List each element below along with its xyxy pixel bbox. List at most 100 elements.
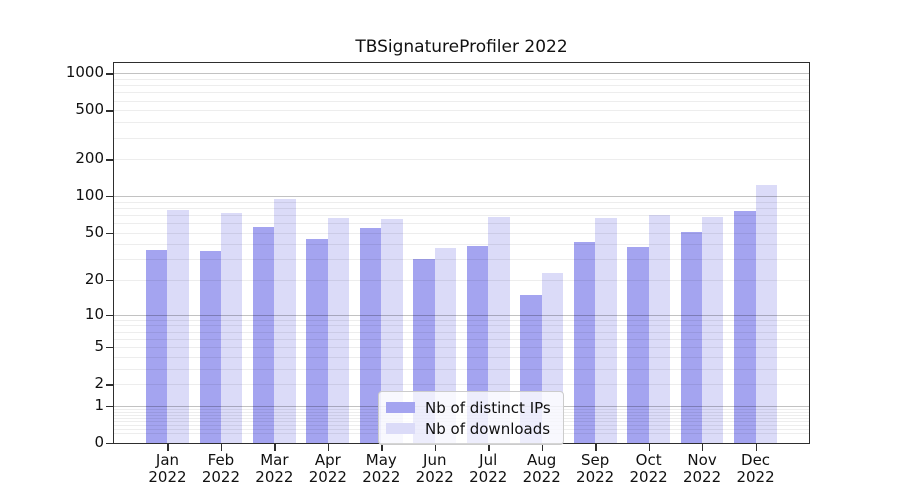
bar-nb-of-downloads-mar: [274, 198, 296, 443]
minor-gridline: [114, 78, 809, 80]
x-tick-label-apr: Apr 2022: [308, 451, 347, 486]
x-tick: [220, 444, 223, 451]
x-tick-year: 2022: [362, 467, 401, 486]
bar-nb-of-distinct-ips-oct: [627, 246, 649, 443]
major-gridline: [114, 73, 809, 75]
y-tick-label: 500: [75, 100, 104, 119]
y-tick: [106, 384, 113, 386]
legend-swatch-nb-of-downloads: [386, 423, 415, 434]
y-tick: [106, 73, 113, 75]
x-tick-year: 2022: [629, 467, 668, 486]
y-tick-label: 5: [94, 337, 104, 356]
x-tick-label-aug: Aug 2022: [522, 451, 561, 486]
minor-gridline: [114, 85, 809, 87]
y-tick: [106, 314, 113, 317]
bar-nb-of-distinct-ips-nov: [680, 231, 703, 443]
legend-label-nb-of-distinct-ips: Nb of distinct IPs: [425, 398, 551, 417]
x-tick: [327, 444, 330, 451]
x-tick: [434, 444, 437, 451]
y-tick: [106, 443, 113, 445]
y-tick-label: 20: [84, 270, 104, 289]
x-tick-year: 2022: [522, 467, 561, 486]
minor-gridline: [114, 92, 809, 94]
minor-gridline: [114, 214, 809, 216]
x-tick: [702, 444, 704, 451]
bar-nb-of-distinct-ips-dec: [734, 211, 756, 443]
y-tick-label: 10: [84, 304, 104, 323]
bar-nb-of-downloads-sep: [595, 217, 617, 443]
x-tick-label-sep: Sep 2022: [576, 451, 615, 486]
minor-gridline: [114, 110, 809, 112]
bar-nb-of-downloads-may: [381, 218, 403, 443]
x-tick-year: 2022: [682, 467, 722, 486]
x-tick: [488, 444, 490, 451]
y-tick: [106, 110, 113, 112]
bar-nb-of-distinct-ips-may: [359, 227, 382, 443]
x-tick-label-mar: Mar 2022: [255, 451, 294, 486]
x-tick: [274, 444, 276, 451]
bar-nb-of-downloads-apr: [327, 217, 350, 443]
chart-title: TBSignatureProfiler 2022: [355, 37, 568, 57]
bar-nb-of-downloads-oct: [648, 214, 670, 443]
minor-gridline: [114, 201, 809, 203]
minor-gridline: [114, 207, 809, 209]
bar-nb-of-distinct-ips-mar: [253, 226, 275, 443]
x-tick: [167, 444, 169, 451]
x-tick-year: 2022: [308, 467, 347, 486]
x-tick-label-feb: Feb 2022: [201, 451, 241, 486]
minor-gridline: [114, 122, 809, 124]
y-tick: [106, 159, 113, 161]
x-tick-label-jun: Jun 2022: [415, 451, 454, 486]
x-tick-year: 2022: [201, 467, 241, 486]
legend: Nb of distinct IPs Nb of downloads: [378, 391, 564, 445]
legend-row-nb-of-distinct-ips: Nb of distinct IPs: [386, 397, 551, 418]
bar-nb-of-downloads-jul: [488, 217, 510, 443]
bar-nb-of-downloads-nov: [702, 217, 724, 443]
bar-nb-of-downloads-jan: [167, 210, 189, 443]
bar-nb-of-distinct-ips-jan: [146, 249, 168, 443]
legend-label-nb-of-downloads: Nb of downloads: [425, 419, 551, 438]
plot-area: [113, 62, 810, 444]
y-tick-label: 2: [94, 374, 104, 393]
major-gridline: [114, 195, 809, 197]
x-tick-label-jul: Jul 2022: [469, 451, 508, 486]
minor-gridline: [114, 137, 809, 139]
minor-gridline: [114, 159, 809, 161]
x-tick-year: 2022: [736, 467, 775, 486]
x-tick: [755, 444, 757, 451]
bar-nb-of-downloads-dec: [755, 184, 777, 443]
y-tick: [106, 195, 113, 198]
x-tick: [381, 444, 383, 451]
x-tick: [648, 444, 650, 451]
bar-nb-of-distinct-ips-feb: [199, 251, 221, 443]
bar-nb-of-distinct-ips-apr: [306, 239, 328, 443]
x-tick-year: 2022: [148, 467, 187, 486]
x-tick-label-nov: Nov 2022: [682, 451, 722, 486]
x-tick-label-oct: Oct 2022: [629, 451, 668, 486]
y-tick-label: 1: [94, 396, 104, 415]
y-tick-label: 0: [94, 433, 104, 452]
minor-gridline: [114, 100, 809, 102]
y-tick: [106, 347, 113, 349]
x-tick-year: 2022: [255, 467, 294, 486]
x-tick-label-dec: Dec 2022: [736, 451, 775, 486]
x-tick-label-jan: Jan 2022: [148, 451, 187, 486]
y-tick-label: 100: [75, 186, 104, 205]
y-tick-label: 1000: [65, 63, 104, 82]
x-tick-year: 2022: [469, 467, 508, 486]
x-tick: [541, 444, 544, 451]
bar-nb-of-distinct-ips-sep: [573, 241, 596, 443]
y-tick-label: 200: [75, 149, 104, 168]
y-tick: [106, 232, 113, 234]
y-tick-label: 50: [84, 222, 104, 241]
legend-row-nb-of-downloads: Nb of downloads: [386, 418, 551, 439]
x-tick: [595, 444, 597, 451]
x-tick-year: 2022: [415, 467, 454, 486]
y-tick: [106, 280, 113, 282]
legend-swatch-nb-of-distinct-ips: [386, 402, 415, 413]
x-tick-year: 2022: [576, 467, 615, 486]
x-tick-label-may: May 2022: [362, 451, 401, 486]
y-tick: [106, 405, 113, 408]
bar-nb-of-downloads-feb: [220, 212, 243, 443]
